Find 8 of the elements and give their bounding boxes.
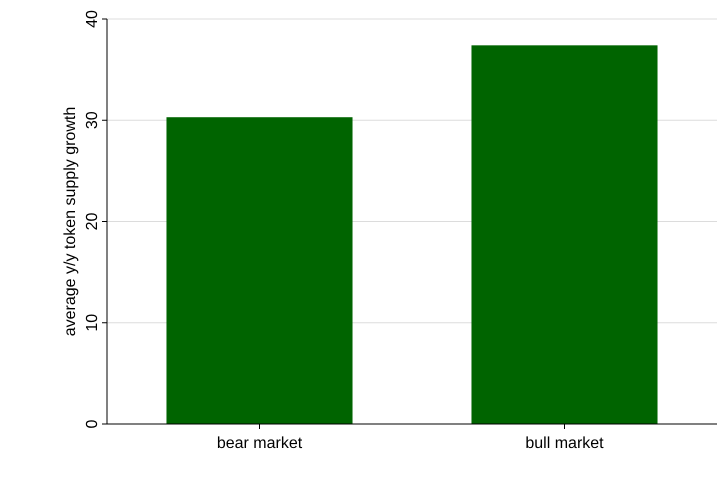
y-tick-label: 30 (84, 111, 101, 130)
x-tick-label: bull market (525, 435, 604, 452)
y-axis-title: average y/y token supply growth (62, 106, 79, 336)
y-tick-label: 10 (84, 314, 101, 332)
x-tick-label: bear market (216, 435, 303, 452)
y-tick-label: 40 (84, 10, 101, 28)
y-tick-label: 20 (84, 212, 101, 230)
y-tick-label: 0 (84, 419, 101, 428)
